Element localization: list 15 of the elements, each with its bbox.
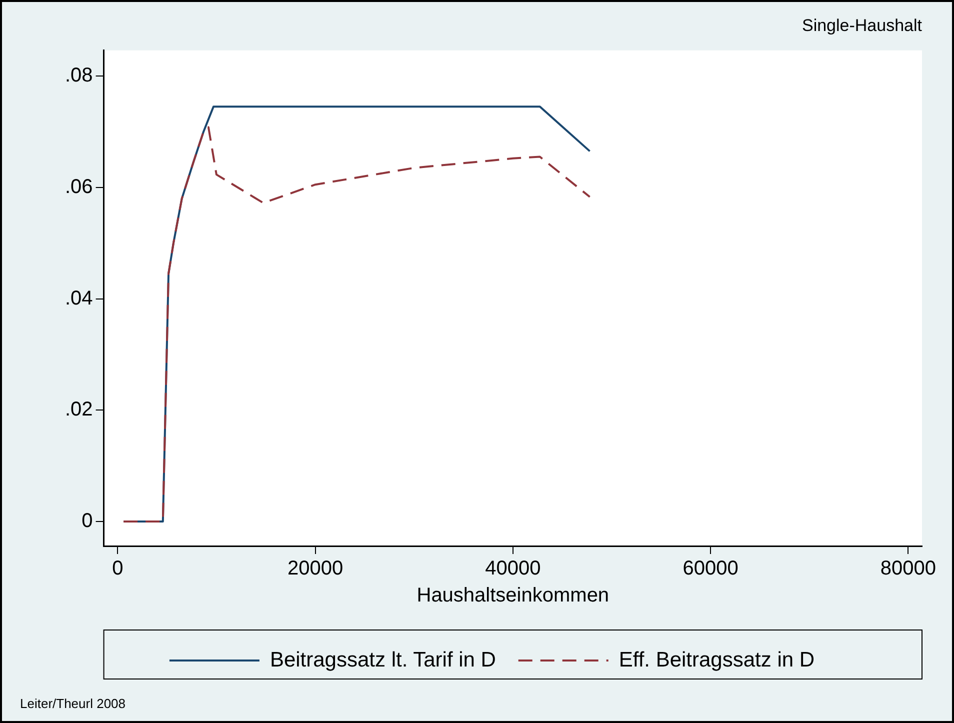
legend-label: Eff. Beitragssatz in D [618, 648, 815, 672]
y-tick-label: .04 [64, 287, 93, 310]
x-tick-label: 60000 [682, 558, 738, 580]
x-tick-label: 40000 [485, 558, 541, 580]
y-tick-label: .06 [64, 176, 93, 198]
text: Leiter/Theurl 2008 [20, 696, 126, 711]
x-tick-label: 80000 [880, 558, 936, 580]
x-axis-title: Haushaltseinkommen [416, 584, 610, 607]
chart-title: Single-Haushalt [802, 16, 922, 35]
x-tick-label: 0 [112, 558, 124, 580]
y-tick-label: .08 [64, 64, 93, 87]
y-tick-label: .02 [64, 398, 93, 421]
x-tick-label: 20000 [287, 558, 344, 580]
y-tick-label: 0 [82, 510, 93, 532]
legend-label: Beitragssatz lt. Tarif in D [270, 648, 496, 672]
